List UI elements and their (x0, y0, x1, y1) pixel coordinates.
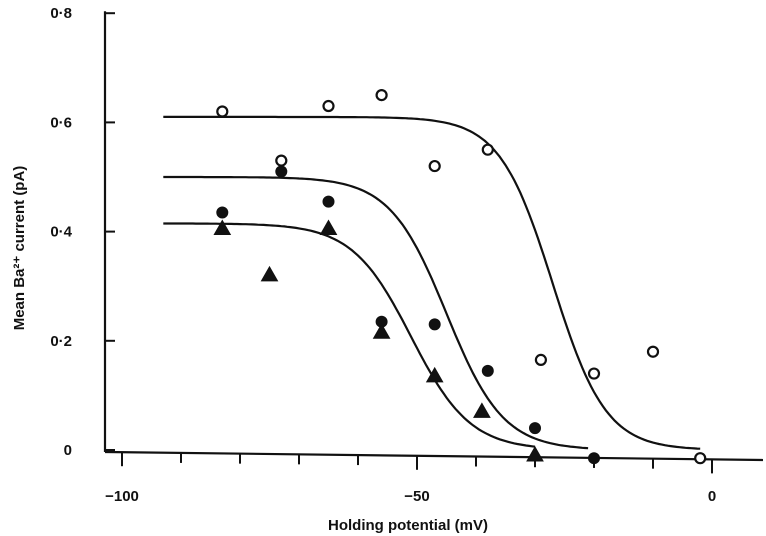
data-point-filled-circle (322, 195, 335, 208)
data-point-open-circle (216, 105, 229, 118)
x-axis-title: Holding potential (mV) (328, 517, 488, 534)
y-tick-label: 0·4 (50, 224, 72, 241)
data-point-filled-triangle (260, 265, 279, 282)
data-point-open-circle (375, 88, 388, 102)
y-tick-label: 0·8 (50, 5, 72, 22)
data-point-filled-triangle (526, 446, 544, 462)
data-point-filled-circle (275, 165, 288, 178)
data-point-filled-circle (216, 206, 229, 219)
data-point-open-circle (534, 353, 548, 367)
y-axis-title: Mean Ba²⁺ current (pA) (11, 166, 28, 331)
axes: 0 0·2 0·4 0·6 0·8 −100 −50 0 (50, 5, 764, 505)
fit-curve (163, 175, 589, 450)
fit-curves (163, 115, 701, 450)
data-point-open-circle (275, 154, 288, 167)
data-point-filled-triangle (319, 219, 338, 235)
data-point-filled-circle (529, 422, 541, 435)
x-axis-line (104, 450, 764, 462)
data-point-open-circle (428, 159, 441, 173)
y-tick-label: 0 (64, 442, 72, 459)
data-point-open-circle (322, 99, 335, 113)
data-point-open-circle (587, 367, 601, 380)
data-point-open-circle (481, 143, 494, 156)
data-point-open-circle (694, 452, 707, 465)
x-tick-label: −50 (404, 488, 429, 505)
x-tick-label: −100 (105, 488, 139, 505)
data-point-filled-circle (428, 318, 441, 331)
x-tick-label: 0 (708, 488, 716, 505)
data-point-filled-circle (481, 364, 494, 377)
data-point-filled-triangle (372, 323, 391, 339)
data-points (213, 88, 707, 465)
y-tick-label: 0·6 (50, 114, 72, 131)
data-point-filled-circle (588, 452, 600, 465)
data-point-filled-triangle (425, 366, 444, 383)
axis-labels: Holding potential (mV) Mean Ba²⁺ current … (11, 166, 488, 534)
data-point-filled-triangle (473, 402, 491, 418)
fit-curve (163, 222, 536, 448)
data-point-filled-triangle (213, 219, 232, 235)
y-tick-label: 0·2 (50, 333, 72, 350)
fit-curve (163, 115, 701, 450)
data-point-open-circle (646, 345, 660, 358)
